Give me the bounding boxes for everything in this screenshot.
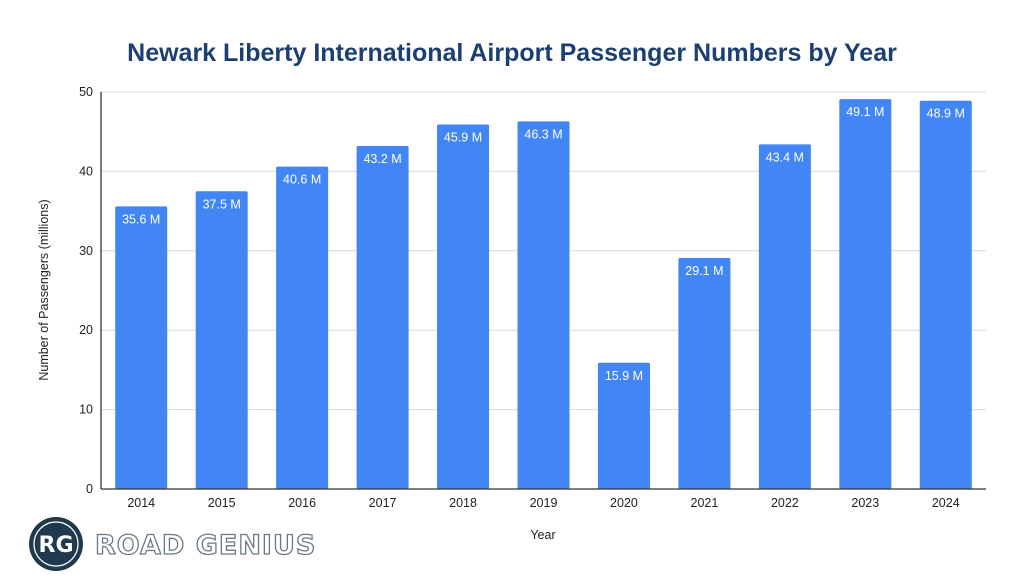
y-tick-label: 50 bbox=[79, 85, 93, 99]
y-tick-labels: 0 10 20 30 40 50 bbox=[79, 85, 93, 496]
x-tick-label: 2014 bbox=[127, 496, 155, 510]
data-label: 29.1 M bbox=[685, 264, 723, 278]
data-label: 48.9 M bbox=[927, 107, 965, 121]
x-tick-label: 2015 bbox=[208, 496, 236, 510]
bar-2015 bbox=[195, 191, 248, 489]
y-tick-label: 40 bbox=[79, 164, 93, 178]
x-tick-label: 2017 bbox=[369, 496, 397, 510]
bar-2014 bbox=[115, 206, 168, 489]
x-tick-label: 2023 bbox=[851, 496, 879, 510]
data-label: 35.6 M bbox=[122, 212, 160, 226]
bar-2024 bbox=[919, 100, 972, 489]
road-genius-logo: RG ROAD GENIUS bbox=[29, 517, 316, 571]
x-tick-labels: 2014 2015 2016 2017 2018 2019 2020 2021 2022 2023… bbox=[127, 496, 959, 510]
y-tick-label: 10 bbox=[79, 403, 93, 417]
x-tick-label: 2024 bbox=[932, 496, 960, 510]
chart-title: Newark Liberty International Airport Pas… bbox=[127, 39, 897, 67]
y-tick-label: 0 bbox=[86, 482, 93, 496]
bar-2022 bbox=[758, 144, 811, 490]
y-tick-label: 30 bbox=[79, 244, 93, 258]
data-label: 40.6 M bbox=[283, 173, 321, 187]
bars: 35.6 M 37.5 M 40.6 M 43.2 M 45.9 M 46.3 M 15.9… bbox=[115, 99, 972, 490]
x-tick-label: 2020 bbox=[610, 496, 638, 510]
bar-2023 bbox=[839, 99, 892, 490]
y-tick-label: 20 bbox=[79, 323, 93, 337]
logo-monogram: RG bbox=[39, 533, 74, 558]
data-label: 45.9 M bbox=[444, 131, 482, 145]
bar-2018 bbox=[437, 124, 490, 489]
x-axis-title: Year bbox=[530, 528, 555, 542]
x-tick-label: 2021 bbox=[691, 496, 719, 510]
bar-2016 bbox=[276, 166, 329, 490]
data-label: 15.9 M bbox=[605, 369, 643, 383]
data-label: 43.2 M bbox=[363, 152, 401, 166]
bar-2020 bbox=[597, 362, 650, 489]
x-tick-label: 2022 bbox=[771, 496, 799, 510]
bar-2019 bbox=[517, 121, 570, 490]
data-label: 43.4 M bbox=[766, 150, 804, 164]
logo-circle bbox=[29, 517, 83, 571]
x-tick-label: 2019 bbox=[530, 496, 558, 510]
bar-2021 bbox=[678, 257, 731, 489]
y-axis-title: Number of Passengers (millions) bbox=[37, 199, 51, 380]
bar-2017 bbox=[356, 145, 409, 489]
data-label: 49.1 M bbox=[846, 105, 884, 119]
x-tick-label: 2016 bbox=[288, 496, 316, 510]
logo-ring bbox=[33, 521, 79, 567]
data-label: 46.3 M bbox=[524, 127, 562, 141]
x-tick-label: 2018 bbox=[449, 496, 477, 510]
data-label: 37.5 M bbox=[203, 197, 241, 211]
logo-wordmark: ROAD GENIUS bbox=[95, 530, 316, 561]
